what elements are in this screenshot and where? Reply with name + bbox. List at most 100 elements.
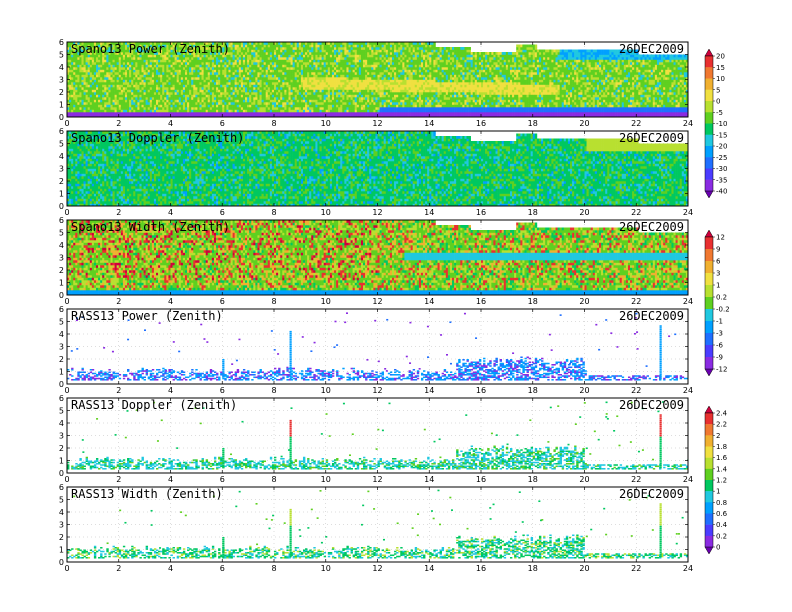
x-tick-label: 24 xyxy=(683,119,693,128)
x-tick-label: 6 xyxy=(220,475,225,484)
x-tick-label: 20 xyxy=(579,564,589,573)
x-tick-label: 16 xyxy=(476,475,486,484)
x-tick-label: 10 xyxy=(321,208,331,217)
x-tick-label: 24 xyxy=(683,475,693,484)
x-tick-label: 22 xyxy=(631,208,641,217)
y-tick-label: 0 xyxy=(59,202,64,211)
x-tick-label: 12 xyxy=(372,475,382,484)
x-tick-label: 2 xyxy=(116,386,121,395)
x-tick-label: 24 xyxy=(683,564,693,573)
x-tick-label: 22 xyxy=(631,297,641,306)
y-tick-label: 0 xyxy=(59,558,64,567)
x-tick-label: 12 xyxy=(372,208,382,217)
colorbar-label: 0.4 xyxy=(716,521,728,529)
y-tick-label: 5 xyxy=(59,407,64,416)
x-tick-label: 12 xyxy=(372,564,382,573)
y-tick-label: 1 xyxy=(59,546,64,555)
colorbar-label: 10 xyxy=(716,75,725,83)
x-tick-label: 22 xyxy=(631,119,641,128)
panel-title: Spano13 Doppler (Zenith) xyxy=(71,131,244,145)
colorbar-1: 20 15 10 5 0 -5 -10 -15 -20 -25 -30 -35 -40 xyxy=(704,48,727,199)
colorbar-label: 1.8 xyxy=(716,443,727,451)
colorbar-label: -6 xyxy=(716,342,724,350)
x-tick-label: 12 xyxy=(372,297,382,306)
panel-title: RASS13 Power (Zenith) xyxy=(71,309,223,323)
y-tick-label: 6 xyxy=(59,38,64,47)
y-tick-label: 0 xyxy=(59,380,64,389)
x-tick-label: 0 xyxy=(64,386,69,395)
x-tick-label: 2 xyxy=(116,475,121,484)
panel-data-cells xyxy=(67,220,688,295)
colorbar-label: 2 xyxy=(716,432,720,440)
y-tick-label: 3 xyxy=(59,76,64,85)
y-tick-label: 4 xyxy=(59,152,64,161)
y-tick-label: 0 xyxy=(59,291,64,300)
colorbar-label: 1.2 xyxy=(716,477,727,485)
x-tick-label: 10 xyxy=(321,475,331,484)
x-tick-label: 2 xyxy=(116,119,121,128)
colorbar-label: 0.8 xyxy=(716,499,727,507)
y-tick-label: 3 xyxy=(59,432,64,441)
y-tick-label: 2 xyxy=(59,266,64,275)
x-tick-label: 4 xyxy=(168,386,173,395)
colorbar-label: 3 xyxy=(716,270,720,278)
colorbar-label: -10 xyxy=(716,120,727,128)
x-tick-label: 16 xyxy=(476,564,486,573)
colorbar-label: -30 xyxy=(716,165,727,173)
y-tick-label: 0 xyxy=(59,113,64,122)
x-tick-label: 10 xyxy=(321,564,331,573)
x-tick-label: 14 xyxy=(424,208,434,217)
y-tick-label: 1 xyxy=(59,368,64,377)
colorbar-label: 1 xyxy=(716,282,720,290)
y-tick-label: 4 xyxy=(59,63,64,72)
colorbar-label: 0 xyxy=(716,544,720,552)
colorbar-label: 1.4 xyxy=(716,465,728,473)
y-tick-label: 6 xyxy=(59,305,64,314)
x-tick-label: 12 xyxy=(372,119,382,128)
x-tick-label: 10 xyxy=(321,297,331,306)
y-tick-label: 4 xyxy=(59,241,64,250)
colorbar-label: -5 xyxy=(716,109,723,117)
y-tick-label: 2 xyxy=(59,88,64,97)
x-tick-label: 20 xyxy=(579,386,589,395)
x-tick-label: 18 xyxy=(528,297,538,306)
x-tick-label: 4 xyxy=(168,564,173,573)
y-tick-label: 5 xyxy=(59,496,64,505)
y-tick-label: 5 xyxy=(59,318,64,327)
y-tick-label: 3 xyxy=(59,521,64,530)
x-tick-label: 4 xyxy=(168,119,173,128)
x-tick-label: 8 xyxy=(271,475,276,484)
x-tick-label: 24 xyxy=(683,386,693,395)
x-tick-label: 18 xyxy=(528,119,538,128)
panel-date: 26DEC2009 xyxy=(619,220,684,234)
x-tick-label: 16 xyxy=(476,386,486,395)
y-tick-label: 6 xyxy=(59,216,64,225)
x-tick-label: 14 xyxy=(424,119,434,128)
colorbar-3: 2.4 2.2 2 1.8 1.6 1.4 1.2 1 0.8 0.6 0.4 0.2 0 xyxy=(704,405,728,555)
panel-title: Spano13 Width (Zenith) xyxy=(71,220,230,234)
colorbar-label: 5 xyxy=(716,86,720,94)
colorbar-label: 0.2 xyxy=(716,294,727,302)
colorbar-label: -15 xyxy=(716,131,727,139)
x-tick-label: 22 xyxy=(631,564,641,573)
x-tick-label: 14 xyxy=(424,564,434,573)
panel-date: 26DEC2009 xyxy=(619,131,684,145)
x-tick-label: 4 xyxy=(168,475,173,484)
y-tick-label: 6 xyxy=(59,483,64,492)
y-tick-label: 1 xyxy=(59,279,64,288)
colorbar-label: -1 xyxy=(716,318,723,326)
x-tick-label: 14 xyxy=(424,297,434,306)
x-tick-label: 8 xyxy=(271,208,276,217)
panel-data-cells xyxy=(67,401,688,470)
y-tick-label: 4 xyxy=(59,419,64,428)
x-tick-label: 6 xyxy=(220,386,225,395)
y-tick-label: 5 xyxy=(59,229,64,238)
x-tick-label: 10 xyxy=(321,386,331,395)
colorbar-label: 1 xyxy=(716,488,720,496)
